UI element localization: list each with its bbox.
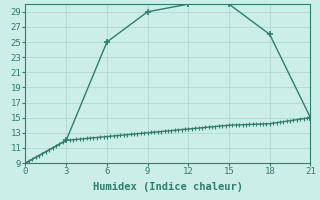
X-axis label: Humidex (Indice chaleur): Humidex (Indice chaleur) xyxy=(93,182,243,192)
